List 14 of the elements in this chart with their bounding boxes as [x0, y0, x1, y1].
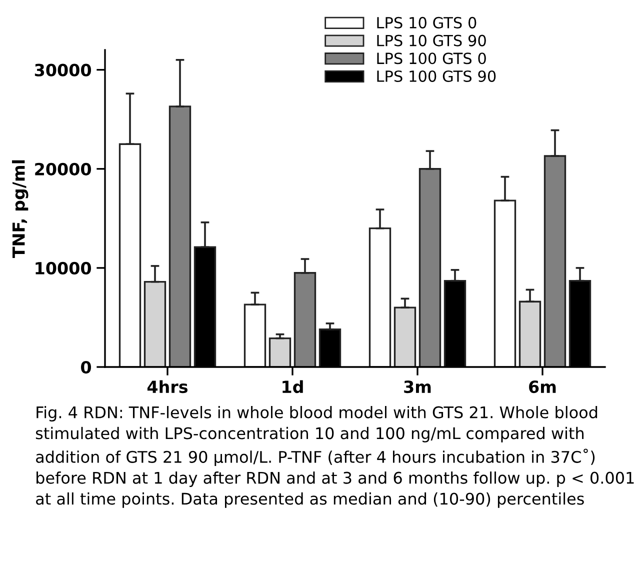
y-tick-label: 10000 — [36, 262, 92, 275]
legend-label: LPS 100 GTS 0 — [377, 52, 486, 64]
x-tick-label: 3m — [404, 380, 431, 394]
y-axis-title: TNF, pg/ml — [12, 160, 28, 258]
x-tick-label: 1d — [282, 380, 303, 394]
x-tick-label: 4hrs — [147, 380, 188, 394]
x-tick-label: 6m — [529, 380, 556, 394]
legend-label: LPS 100 GTS 90 — [377, 70, 496, 82]
caption: Fig. 4 RDN: TNF-levels in whole blood model with GTS 21. Whole blood stimulated with LPS-concentration 10 and 100 ng/mL compared with addition of GTS 21 90 µmol/L. P-TNF (after 4 hours incubation in 37C˚) before RDN at 1 day after RDN and at 3 and 6 months follow up. p < 0.001 at all time points. Data presented as median and (10-90) percentiles — [36, 406, 634, 508]
legend-label: LPS 10 GTS 0 — [377, 16, 476, 28]
legend-label: LPS 10 GTS 90 — [377, 34, 486, 46]
y-tick-label: 0 — [81, 360, 92, 374]
y-tick-label: 20000 — [35, 162, 92, 176]
y-tick-label: 30000 — [34, 64, 92, 76]
